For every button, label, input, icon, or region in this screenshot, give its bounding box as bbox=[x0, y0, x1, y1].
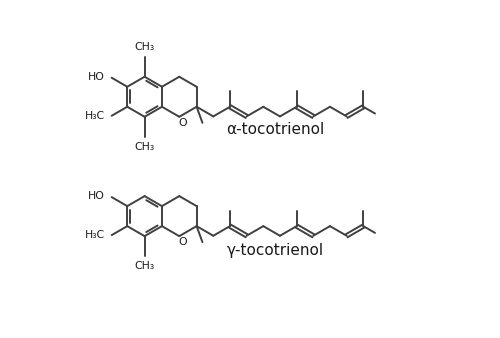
Text: γ-tocotrienol: γ-tocotrienol bbox=[227, 243, 324, 258]
Text: CH₃: CH₃ bbox=[134, 42, 154, 52]
Text: CH₃: CH₃ bbox=[134, 261, 154, 271]
Text: O: O bbox=[179, 237, 188, 247]
Text: HO: HO bbox=[88, 72, 104, 81]
Text: O: O bbox=[179, 118, 188, 127]
Text: H₃C: H₃C bbox=[86, 230, 105, 240]
Text: α-tocotrienol: α-tocotrienol bbox=[226, 122, 324, 137]
Text: HO: HO bbox=[88, 191, 104, 201]
Text: CH₃: CH₃ bbox=[134, 142, 154, 152]
Text: H₃C: H₃C bbox=[86, 111, 105, 121]
